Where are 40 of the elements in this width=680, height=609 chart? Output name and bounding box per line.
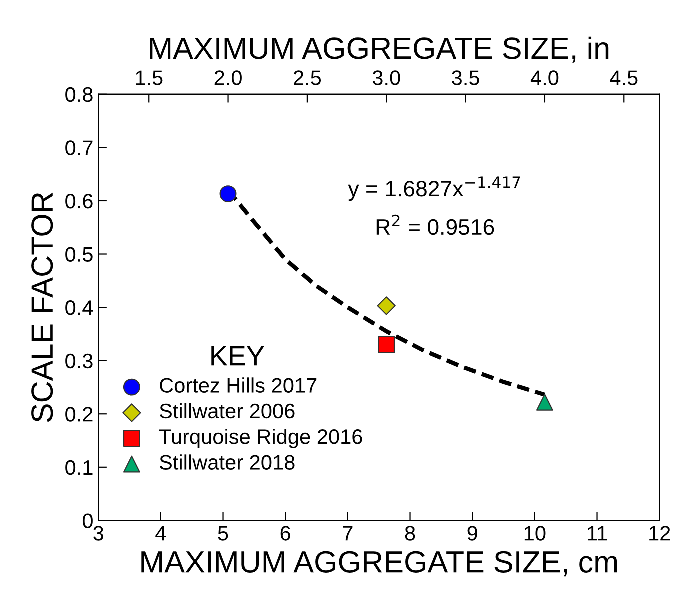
- y-axis-title: SCALE FACTOR: [32, 192, 54, 422]
- x-tick-label: 10: [524, 526, 546, 541]
- x2-tick-label: 2.0: [214, 70, 242, 86]
- y-tick-label: 0.3: [66, 354, 93, 369]
- point: [536, 394, 554, 411]
- legend-label: Cortez Hills 2017: [160, 378, 317, 393]
- y-tick-label: 0.2: [66, 407, 93, 422]
- legend-label: Stillwater 2006: [160, 403, 295, 419]
- legend-label: Turquoise Ridge 2016: [159, 429, 362, 448]
- y-tick-label: 0.4: [66, 300, 94, 316]
- legend-title: KEY: [212, 346, 264, 366]
- x-tick-label: 3: [94, 526, 104, 541]
- y-tick-label: 0.5: [66, 247, 93, 262]
- x-tick-label: 9: [468, 526, 478, 541]
- x-tick-label: 5: [218, 526, 228, 541]
- y-tick-label: 0: [82, 514, 93, 528]
- annotation: R$^{2}$ = 0.9516: [376, 214, 494, 236]
- x-tick-label: 4: [156, 526, 166, 541]
- point: [220, 186, 237, 203]
- x2-tick-label: 2.5: [294, 70, 322, 86]
- x2-axis-title: MAXIMUM AGGREGATE SIZE, in: [150, 36, 609, 63]
- point: [377, 296, 396, 316]
- x-tick-label: 6: [280, 526, 290, 541]
- x-tick-label: 12: [650, 526, 670, 541]
- y-tick-label: 0.1: [66, 460, 93, 476]
- y-tick-label: 0.8: [66, 87, 93, 102]
- x2-tick-label: 4.0: [530, 70, 559, 86]
- y-tick-label: 0.6: [66, 194, 93, 209]
- y-tick-label: 0.7: [66, 140, 93, 156]
- point: [378, 336, 396, 354]
- x-tick-label: 11: [588, 526, 608, 541]
- x2-tick-label: 4.5: [610, 70, 638, 86]
- x2-tick-label: 3.5: [452, 70, 480, 86]
- x2-tick-label: 3.0: [372, 70, 400, 86]
- x-tick-label: 7: [343, 526, 353, 541]
- x2-tick-label: 1.5: [136, 70, 163, 86]
- x-tick-label: 8: [405, 526, 416, 541]
- annotation: y = 1.6827x$^{−1.417}$: [348, 176, 520, 202]
- x-axis-title: MAXIMUM AGGREGATE SIZE, cm: [142, 551, 618, 577]
- legend-label: Stillwater 2018: [160, 454, 295, 470]
